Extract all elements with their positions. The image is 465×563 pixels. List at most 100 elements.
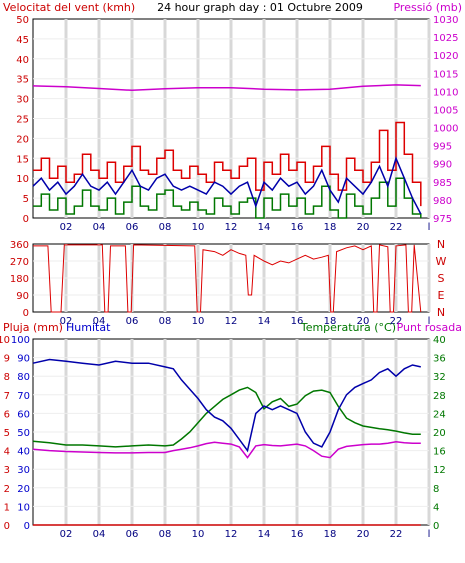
wind-direction-x-tick-label: 14 [258,316,271,327]
wind-speed-y-tick-label: 35 [16,75,29,86]
chart-title: 24 hour graph day : 01 Octubre 2009 [157,1,363,14]
pressure-y-tick-label: 990 [433,160,452,171]
wind-direction-x-tick-label: 10 [192,316,205,327]
pressure-y-tick-label: 1015 [433,69,458,80]
pressure-y-tick-label: 1010 [433,87,458,98]
wind-speed-y-tick-label: 40 [16,55,29,66]
rain-y-tick-label: 9 [4,354,10,365]
humidity-series-line [32,358,421,453]
humidity-y-tick-label: 30 [17,465,30,476]
rain-y-tick-label: 6 [4,409,10,420]
wind-direction-x-tick-label: 04 [93,316,106,327]
temp-humidity-x-tick-label: 02 [60,529,73,540]
temp-humidity-x-tick-label: 20 [357,529,370,540]
wind-direction-x-tick-label: l [428,316,431,327]
temperature-axis-title: Temperatura (°C) [300,321,396,334]
pressure-y-tick-label: 1025 [433,33,458,44]
pressure-y-tick-label: 975 [433,214,452,225]
temp-humidity-x-tick-label: 04 [93,529,106,540]
humidity-y-tick-label: 40 [17,447,30,458]
rain-y-tick-label: 0 [4,521,10,532]
temp-humidity-x-tick-label: 12 [225,529,238,540]
wind-pressure-x-tick-label: 12 [225,222,238,233]
wind-direction-series-line [33,244,422,313]
temperature-series-line [32,386,421,448]
temperature-humidity-panel: 02 04 06 08 10 12 14 16 18 20 22 l01234567891001020… [0,321,462,540]
wind-direction-x-tick-label: 20 [357,316,370,327]
pressure-y-tick-label: 1030 [433,15,458,26]
temp-humidity-x-tick-label: 06 [126,529,139,540]
dewpoint-series-line [32,441,421,459]
wind-speed-y-tick-label: 5 [23,194,29,205]
wind-direction-x-tick-label: 18 [324,316,337,327]
humidity-y-tick-label: 10 [17,502,30,513]
rain-axis-title: Pluja (mm) [3,321,63,334]
wind-speed-y-tick-label: 20 [16,134,29,145]
temperature-y-tick-label: 32 [433,372,446,383]
wind-direction-x-tick-label: 08 [159,316,172,327]
compass-label: N [437,306,445,319]
dewpoint-axis-title: Punt rosada [397,321,462,334]
wind-pressure-x-tick-label: 02 [60,222,73,233]
wind-speed-y-tick-label: 25 [16,115,29,126]
rain-y-tick-label: 4 [4,447,10,458]
temperature-y-tick-label: 24 [433,409,446,420]
temperature-y-tick-label: 4 [433,502,439,513]
temp-humidity-x-tick-label: 18 [324,529,337,540]
rain-y-tick-label: 8 [4,372,10,383]
rain-y-tick-label: 3 [4,465,10,476]
humidity-y-tick-label: 80 [17,372,30,383]
wind-direction-x-tick-label: 06 [126,316,139,327]
temperature-y-tick-label: 28 [433,391,446,402]
rain-y-tick-label: 10 [0,335,10,346]
temp-humidity-x-tick-label: l [428,529,431,540]
wind-direction-y-tick-label: 0 [23,308,29,319]
pressure-y-tick-label: 995 [433,142,452,153]
wind-speed-y-tick-label: 15 [16,154,29,165]
temperature-y-tick-label: 0 [433,521,439,532]
compass-label: E [438,289,445,302]
rain-y-tick-label: 2 [4,484,10,495]
temperature-y-tick-label: 40 [433,335,446,346]
wind-speed-y-tick-label: 50 [16,15,29,26]
humidity-y-tick-label: 100 [11,335,30,346]
pressure-axis-title: Pressió (mb) [393,1,462,14]
wind-speed-y-tick-label: 0 [23,214,29,225]
humidity-y-tick-label: 60 [17,409,30,420]
wind-direction-x-tick-label: 22 [390,316,403,327]
wind-direction-x-tick-label: 02 [60,316,73,327]
wind-speed-axis-title: Velocitat del vent (kmh) [3,1,135,14]
wind-speed-y-tick-label: 10 [16,174,29,185]
rain-y-tick-label: 5 [4,428,10,439]
wind-min-series-line [33,177,422,219]
pressure-y-tick-label: 1000 [433,124,458,135]
wind-pressure-x-tick-label: 10 [192,222,205,233]
pressure-y-tick-label: 1020 [433,51,458,62]
humidity-y-tick-label: 0 [24,521,30,532]
wind-direction-x-tick-label: 16 [291,316,304,327]
wind-pressure-x-tick-label: 08 [159,222,172,233]
temperature-y-tick-label: 8 [433,484,439,495]
wind-pressure-x-tick-label: 22 [390,222,403,233]
temp-humidity-x-tick-label: 16 [291,529,304,540]
temp-humidity-x-tick-label: 14 [258,529,271,540]
compass-label: W [436,255,447,268]
wind-pressure-x-tick-label: l [428,222,431,233]
humidity-y-tick-label: 20 [17,484,30,495]
pressure-series-line [32,84,421,92]
rain-y-tick-label: 1 [4,502,10,513]
temp-humidity-x-tick-label: 22 [390,529,403,540]
pressure-y-tick-label: 985 [433,178,452,189]
humidity-y-tick-label: 70 [17,391,30,402]
wind-direction-y-tick-label: 180 [10,274,29,285]
wind-direction-y-tick-label: 270 [10,257,29,268]
wind-pressure-x-tick-label: 04 [93,222,106,233]
wind-direction-y-tick-label: 360 [10,240,29,251]
wind-pressure-x-tick-label: 18 [324,222,337,233]
pressure-y-tick-label: 1005 [433,105,458,116]
temperature-y-tick-label: 36 [433,354,446,365]
wind-pressure-x-tick-label: 16 [291,222,304,233]
